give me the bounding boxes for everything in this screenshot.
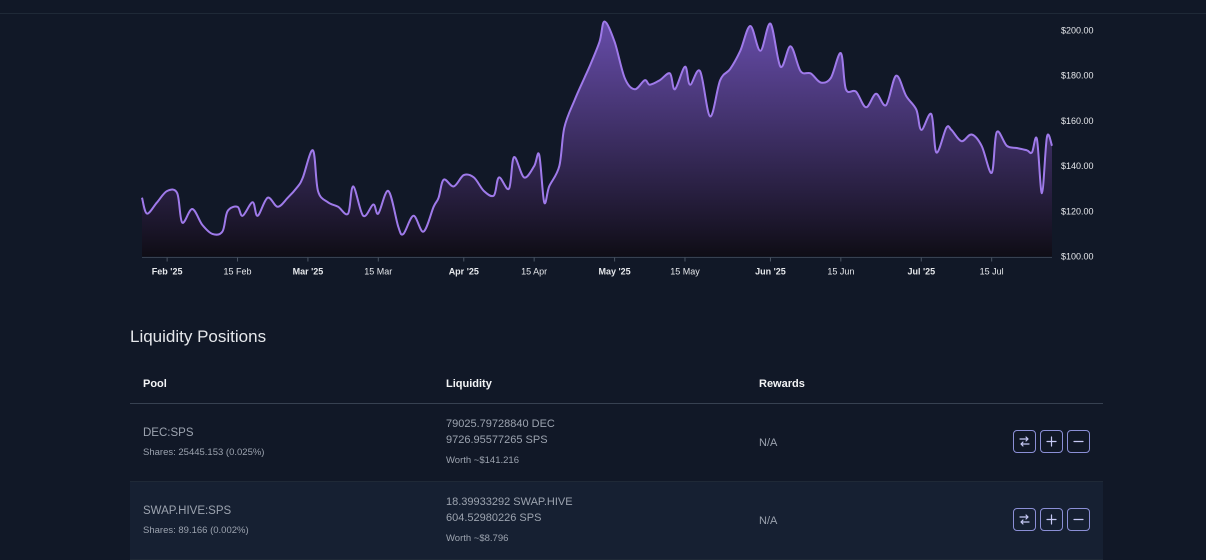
table-header: Pool Liquidity Rewards [130, 366, 1103, 404]
swap-icon [1019, 514, 1030, 525]
x-tick-label: Jun '25 [755, 267, 786, 277]
swap-icon [1019, 436, 1030, 447]
x-tick-label: May '25 [599, 267, 631, 277]
pool-name: DEC:SPS [143, 427, 194, 439]
price-chart-svg: Feb '25 15 Feb Mar '25 15 Mar Apr '25 15 Apr M… [141, 20, 1094, 277]
y-tick-label: $140.00 [1061, 161, 1094, 171]
y-tick-label: $160.00 [1061, 116, 1094, 126]
section-title: Liquidity Positions [130, 327, 267, 346]
plus-icon [1046, 514, 1057, 525]
y-tick-label: $180.00 [1061, 71, 1094, 81]
x-tick-label: Jul '25 [907, 267, 935, 277]
table-row: SWAP.HIVE:SPS Shares: 89.166 (0.002%) 18… [130, 482, 1103, 560]
swap-button[interactable] [1013, 508, 1036, 531]
plus-icon [1046, 436, 1057, 447]
y-tick-label: $120.00 [1061, 206, 1094, 216]
x-tick-label: 15 Feb [224, 267, 252, 277]
x-tick-label: 15 Jun [827, 267, 854, 277]
liquidity-amount-a: 79025.79728840 DEC [446, 418, 555, 430]
liquidity-worth: Worth ~$141.216 [446, 455, 519, 466]
rewards-value: N/A [759, 437, 778, 449]
x-tick-label: Mar '25 [293, 267, 324, 277]
top-divider [0, 13, 1206, 14]
remove-liquidity-button[interactable] [1067, 508, 1090, 531]
x-tick-label: 15 May [670, 267, 700, 277]
x-tick-label: 15 Mar [364, 267, 392, 277]
pool-shares: Shares: 25445.153 (0.025%) [143, 447, 265, 458]
row-actions [1013, 508, 1090, 531]
y-tick-label: $100.00 [1061, 252, 1094, 262]
liquidity-table: Pool Liquidity Rewards DEC:SPS Shares: 2… [130, 366, 1103, 560]
x-tick-label: Apr '25 [449, 267, 479, 277]
table-row: DEC:SPS Shares: 25445.153 (0.025%) 79025… [130, 404, 1103, 482]
price-line [141, 20, 1053, 236]
rewards-value: N/A [759, 515, 778, 527]
minus-icon [1073, 440, 1084, 443]
minus-icon [1073, 518, 1084, 521]
price-area-fill [142, 21, 1052, 257]
pool-shares: Shares: 89.166 (0.002%) [143, 525, 249, 536]
swap-button[interactable] [1013, 430, 1036, 453]
pool-name: SWAP.HIVE:SPS [143, 505, 232, 517]
x-tick-label: Feb '25 [152, 267, 183, 277]
x-tick-label: 15 Jul [980, 267, 1004, 277]
column-header-liquidity: Liquidity [446, 378, 492, 390]
column-header-pool: Pool [143, 378, 167, 390]
liquidity-amount-b: 604.52980226 SPS [446, 512, 542, 524]
liquidity-worth: Worth ~$8.796 [446, 533, 509, 544]
x-tick-label: 15 Apr [521, 267, 547, 277]
column-header-rewards: Rewards [759, 378, 805, 390]
liquidity-amount-a: 18.39933292 SWAP.HIVE [446, 496, 573, 508]
remove-liquidity-button[interactable] [1067, 430, 1090, 453]
row-actions [1013, 430, 1090, 453]
liquidity-amount-b: 9726.95577265 SPS [446, 434, 548, 446]
add-liquidity-button[interactable] [1040, 508, 1063, 531]
add-liquidity-button[interactable] [1040, 430, 1063, 453]
y-tick-label: $200.00 [1061, 26, 1094, 36]
price-chart: Feb '25 15 Feb Mar '25 15 Mar Apr '25 15 Apr M… [141, 20, 1094, 277]
